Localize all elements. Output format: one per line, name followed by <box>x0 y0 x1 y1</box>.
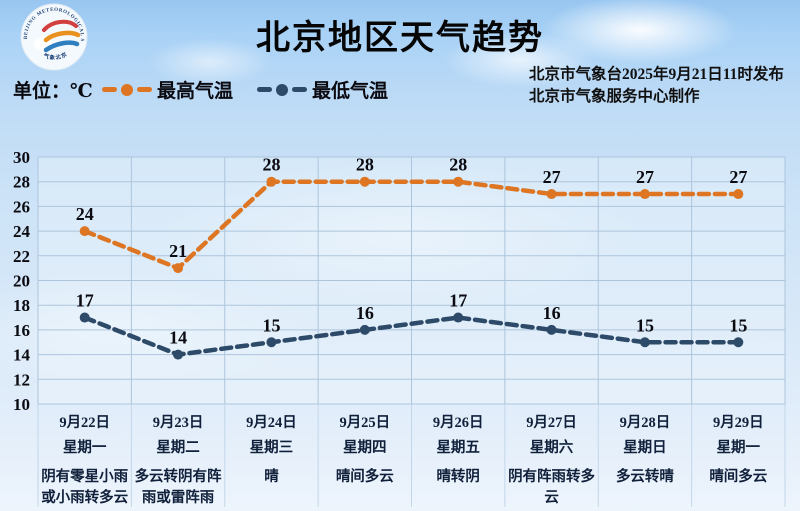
data-point-marker <box>173 349 184 360</box>
weather-label: 雨或雷阵雨 <box>142 488 215 506</box>
weather-label: 晴间多云 <box>709 467 767 485</box>
data-point-marker <box>546 324 557 335</box>
data-point-label: 21 <box>169 241 187 261</box>
weather-label: 多云转晴 <box>616 467 674 485</box>
weather-label: 云 <box>544 490 559 506</box>
data-point-marker <box>733 337 744 348</box>
legend-item-min-temp: 最低气温 <box>257 76 388 103</box>
y-tick-label: 16 <box>13 321 30 340</box>
weekday-label: 星期二 <box>156 438 200 456</box>
data-point-label: 28 <box>356 155 374 175</box>
y-tick-label: 24 <box>13 222 31 241</box>
data-point-marker <box>639 337 650 348</box>
publish-line-2: 北京市气象服务中心制作 <box>529 88 700 105</box>
unit-label: 单位：℃ <box>13 81 93 102</box>
weather-label: 晴转阴 <box>436 467 480 485</box>
y-tick-label: 28 <box>13 173 30 192</box>
logo-orange-ribbon <box>43 30 81 43</box>
weekday-label: 星期一 <box>717 438 761 456</box>
weekday-label: 星期六 <box>530 438 574 456</box>
data-point-label: 16 <box>356 303 374 323</box>
publish-line-1: 北京市气象台2025年9月21日11时发布 <box>529 66 784 83</box>
weather-label: 晴 <box>264 467 279 485</box>
legend-label: 最高气温 <box>157 81 234 102</box>
date-label: 9月23日 <box>153 414 204 431</box>
data-point-marker <box>453 312 464 323</box>
data-point-marker <box>173 263 184 274</box>
date-label: 9月29日 <box>713 414 764 431</box>
data-point-label: 28 <box>262 155 280 175</box>
date-label: 9月26日 <box>433 414 484 431</box>
logo-red-ribbon <box>42 19 78 32</box>
data-point-label: 16 <box>543 303 561 323</box>
data-point-label: 28 <box>449 155 467 175</box>
date-label: 9月25日 <box>339 414 390 431</box>
data-point-label: 15 <box>636 315 654 335</box>
data-point-marker <box>266 176 277 187</box>
page-title: 北京地区天气趋势 <box>256 20 544 57</box>
publish-info: 北京市气象台2025年9月21日11时发布 北京市气象服务中心制作 <box>529 64 784 108</box>
weather-label: 或小雨转多云 <box>41 488 128 506</box>
max-temp-series: 24 21 28 28 28 27 27 27 <box>76 155 747 274</box>
weekday-label: 星期日 <box>623 438 667 456</box>
legend-label: 最低气温 <box>312 81 389 102</box>
beijing-meteorological-service-logo: BEIJING METEOROLOGICAL SERVICE 气象北京 <box>20 3 88 71</box>
data-point-marker <box>266 337 277 348</box>
y-axis-labels: 30 28 26 24 22 20 18 16 14 12 10 <box>13 148 31 414</box>
y-tick-label: 26 <box>13 197 30 216</box>
min-temp-series: 17 14 15 16 17 16 15 15 <box>76 291 747 360</box>
data-point-label: 27 <box>729 167 747 187</box>
data-point-marker <box>79 312 90 323</box>
y-tick-label: 14 <box>13 346 31 365</box>
series-line <box>82 179 741 271</box>
y-tick-label: 20 <box>13 272 30 291</box>
data-point-marker <box>359 176 370 187</box>
date-label: 9月24日 <box>246 414 297 431</box>
weather-label: 阴有零星小雨 <box>41 467 128 485</box>
weekday-label: 星期五 <box>436 438 480 456</box>
legend-item-max-temp: 最高气温 <box>102 76 233 103</box>
weather-label: 晴间多云 <box>336 467 394 485</box>
data-point-label: 17 <box>76 291 94 311</box>
max-temp-line-icon <box>102 83 152 96</box>
data-point-marker <box>733 189 744 200</box>
date-label: 9月27日 <box>526 414 577 431</box>
weekday-label: 星期一 <box>63 438 107 456</box>
data-point-label: 15 <box>729 315 747 335</box>
logo-ring-text-bottom: 气象北京 <box>41 50 68 62</box>
weather-label: 多云转阴有阵 <box>135 467 222 485</box>
data-point-marker <box>359 324 370 335</box>
data-point-label: 15 <box>262 315 280 335</box>
y-tick-label: 10 <box>13 395 30 414</box>
y-tick-label: 12 <box>13 370 30 389</box>
chart-legend: 最高气温 最低气温 <box>102 76 388 103</box>
series-line <box>82 315 741 357</box>
plot-grid <box>37 156 786 507</box>
data-point-label: 24 <box>76 204 94 224</box>
data-point-label: 27 <box>543 167 561 187</box>
y-tick-label: 22 <box>13 247 30 266</box>
data-point-marker <box>546 189 557 200</box>
date-label: 9月22日 <box>59 414 110 431</box>
logo-blue-ribbon <box>43 40 80 53</box>
data-point-label: 17 <box>449 291 467 311</box>
data-point-label: 14 <box>169 328 187 348</box>
date-label: 9月28日 <box>620 414 671 431</box>
min-temp-line-icon <box>257 83 308 96</box>
data-point-marker <box>79 226 90 237</box>
y-tick-label: 30 <box>13 148 30 167</box>
weekday-label: 星期四 <box>343 438 387 456</box>
weekday-label: 星期三 <box>250 438 294 456</box>
weather-label: 阴有阵雨转多 <box>508 467 595 485</box>
data-point-marker <box>453 176 464 187</box>
data-point-marker <box>639 189 650 200</box>
y-tick-label: 18 <box>13 296 30 315</box>
data-point-label: 27 <box>636 167 654 187</box>
